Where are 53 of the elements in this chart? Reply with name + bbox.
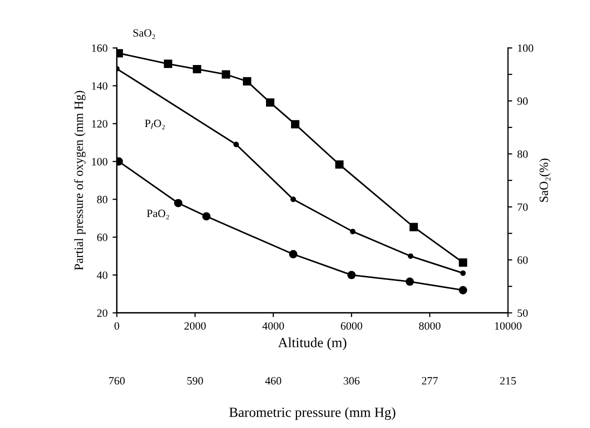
y2-tick-label: 80 — [517, 150, 528, 158]
text: 215 — [500, 377, 516, 385]
series-label: P$_{I}$O₂ — [144, 120, 165, 130]
x-axis-title: Altitude (m) — [278, 338, 346, 350]
point — [347, 270, 356, 280]
text: 277 — [422, 377, 438, 384]
y-tick-label: 40 — [96, 271, 108, 279]
point — [242, 77, 252, 86]
y2-tick-label: 70 — [518, 203, 528, 211]
point — [335, 160, 344, 169]
y2-tick-label: 100 — [518, 44, 534, 52]
y2-tick-label: 90 — [517, 97, 528, 105]
y2-axis-title: SaO₂(%) — [539, 158, 551, 202]
text: 306 — [344, 377, 360, 385]
y2-tick-label: 50 — [518, 309, 528, 317]
point — [290, 196, 296, 202]
point — [291, 120, 300, 128]
x-tick-label: 2000 — [184, 322, 206, 330]
y-tick-label: 20 — [97, 309, 108, 317]
point — [174, 198, 182, 208]
point — [460, 270, 466, 276]
point — [222, 70, 230, 79]
text: 460 — [265, 377, 282, 385]
y-tick-label: 140 — [92, 82, 108, 90]
text: 760 — [109, 377, 125, 385]
y-tick-label: 100 — [92, 158, 108, 166]
point — [406, 277, 414, 286]
point — [164, 60, 172, 68]
point — [458, 286, 468, 294]
point — [350, 228, 356, 234]
x2-axis-title: Barometric pressure (mm Hg) — [229, 407, 396, 420]
series-label: PaO₂ — [146, 210, 169, 220]
point — [266, 98, 274, 107]
y-tick-label: 160 — [92, 44, 108, 52]
x-tick-label: 10000 — [495, 322, 522, 330]
x-tick-label: 4000 — [262, 322, 284, 330]
y2-tick-label: 60 — [517, 256, 528, 264]
x-tick-label: 0 — [114, 322, 120, 330]
text: 590 — [187, 377, 203, 385]
point — [202, 212, 211, 221]
x-tick-label: 8000 — [419, 322, 440, 330]
y-tick-label: 80 — [97, 196, 108, 204]
point — [233, 142, 239, 148]
point — [408, 253, 414, 259]
y-tick-label: 60 — [97, 234, 108, 242]
point — [458, 258, 468, 267]
y-tick-label: 120 — [92, 120, 108, 128]
point — [192, 64, 202, 74]
point — [410, 222, 418, 232]
point — [289, 250, 298, 258]
series-label: SaO₂ — [133, 29, 156, 39]
x-tick-label: 6000 — [340, 322, 362, 330]
y-axis-title: Partial pressure of oxygen (mm Hg) — [74, 90, 86, 270]
